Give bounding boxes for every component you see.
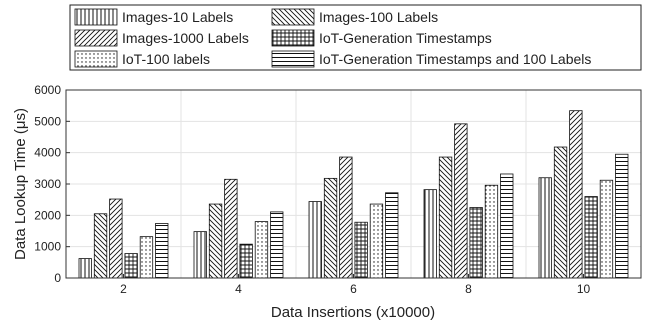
bar-series-4-cat-6: [354, 221, 368, 279]
bar-series-2-cat-2: [93, 213, 108, 279]
plot-area: 0 1000 2000 3000 4000 5000 6000 2 4 6 8 10: [34, 83, 642, 296]
y-tick-label: 1000: [34, 240, 61, 254]
bar-series-2-cat-6: [323, 177, 338, 279]
y-tick-label: 4000: [34, 146, 61, 160]
bar-series-3-cat-2: [109, 198, 123, 279]
bar-series-6-cat-6: [385, 192, 399, 279]
bar-series-4-cat-8: [469, 207, 483, 279]
x-tick-label: 6: [350, 282, 357, 296]
x-axis-label: Data Insertions (x10000): [271, 304, 435, 321]
bar-series-2-cat-4: [208, 203, 223, 279]
x-tick-label: 4: [235, 282, 242, 296]
legend: Images-10 Labels Images-100 Labels Images-…: [69, 4, 642, 71]
y-tick-label: 6000: [34, 83, 61, 97]
bar-series-1-cat-8: [423, 189, 437, 279]
legend-label: Images-10 Labels: [122, 9, 233, 25]
y-axis-label: Data Lookup Time (μs): [12, 108, 29, 260]
bar-series-5-cat-2: [139, 236, 154, 279]
legend-label: IoT-Generation Timestamps and 100 Labels: [319, 51, 591, 67]
legend-swatch: [74, 50, 118, 68]
bar-series-3-cat-4: [224, 178, 238, 279]
bar-series-4-cat-4: [239, 243, 253, 279]
bar-series-2-cat-8: [438, 156, 453, 279]
bar-series-6-cat-8: [500, 173, 514, 279]
x-tick-label: 10: [577, 282, 591, 296]
x-tick-label: 8: [465, 282, 472, 296]
legend-swatch: [74, 29, 118, 47]
legend-swatch: [74, 8, 118, 26]
y-tick-label: 3000: [34, 177, 61, 191]
bar-series-5-cat-6: [369, 203, 384, 279]
bar-series-2-cat-10: [553, 146, 568, 279]
bar-series-1-cat-10: [538, 177, 552, 279]
bar-series-6-cat-4: [270, 211, 284, 279]
bar-series-1-cat-4: [193, 231, 207, 279]
bar-series-1-cat-6: [308, 201, 322, 279]
bar-series-3-cat-8: [454, 123, 468, 279]
bar-series-3-cat-10: [569, 110, 583, 279]
y-tick-label: 0: [54, 271, 61, 285]
legend-label: Images-1000 Labels: [122, 30, 249, 46]
bar-series-3-cat-6: [339, 156, 353, 279]
legend-label: IoT-100 labels: [122, 51, 210, 67]
legend-frame: [69, 4, 642, 71]
legend-label: IoT-Generation Timestamps: [319, 30, 492, 46]
bar-series-6-cat-2: [155, 223, 169, 279]
y-tick-label: 2000: [34, 208, 61, 222]
legend-swatch: [271, 50, 315, 68]
legend-swatch: [271, 8, 315, 26]
bar-series-1-cat-2: [78, 258, 92, 279]
bar-series-5-cat-10: [599, 179, 614, 279]
bar-series-5-cat-4: [254, 221, 269, 279]
legend-swatch: [271, 29, 315, 47]
bar-series-6-cat-10: [615, 153, 629, 279]
legend-label: Images-100 Labels: [319, 9, 438, 25]
bar-series-5-cat-8: [484, 184, 499, 279]
x-tick-label: 2: [120, 282, 127, 296]
bar-series-4-cat-2: [124, 253, 138, 279]
bar-series-4-cat-10: [584, 196, 598, 279]
y-tick-label: 5000: [34, 114, 61, 128]
